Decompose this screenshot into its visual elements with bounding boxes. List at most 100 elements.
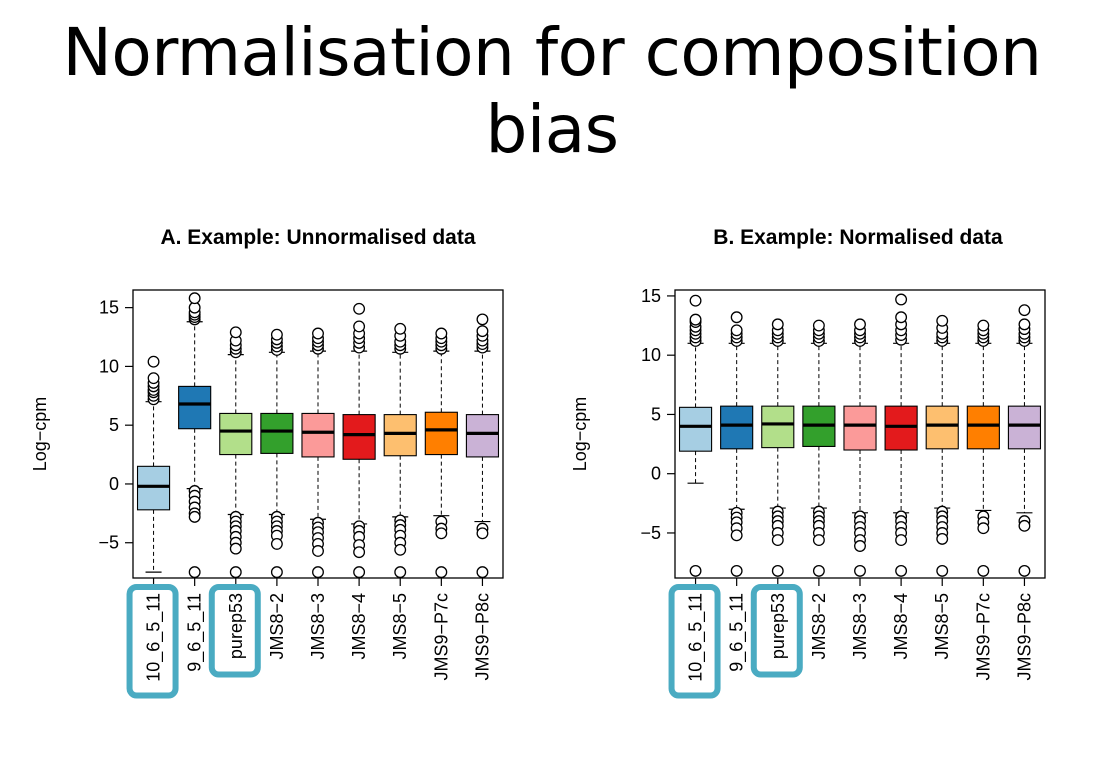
outlier-point [1018, 318, 1031, 331]
outlier-point [854, 564, 866, 577]
outlier-point [771, 534, 784, 547]
x-tick-label: JMS9−P8c [472, 593, 492, 681]
box-6 [342, 302, 376, 579]
box-8 [966, 319, 1000, 577]
x-tick-label: JMS8−5 [390, 593, 410, 660]
outlier-point [730, 324, 743, 337]
box-iqr [178, 385, 212, 430]
box-iqr [219, 412, 253, 456]
x-tick-label: JMS9−P7c [973, 593, 993, 681]
x-tick-label: JMS9−P7c [431, 593, 451, 681]
outlier-point [229, 542, 242, 555]
outlier-point [730, 564, 743, 577]
box-7 [925, 314, 959, 577]
outlier-point [1018, 304, 1031, 317]
chart-title: B. Example: Normalised data [713, 226, 1003, 249]
outlier-point [394, 543, 407, 556]
slide-title: Normalisation for composition bias [62, 14, 1042, 168]
box-iqr [966, 405, 1000, 450]
box-5 [301, 327, 335, 579]
highlight-box [750, 584, 803, 678]
outlier-point [854, 540, 866, 552]
outlier-point [977, 319, 990, 332]
x-tick-label: 10_6_5_11 [144, 593, 165, 682]
outlier-point [476, 527, 489, 540]
outlier-point [689, 313, 702, 326]
box-6 [884, 293, 918, 577]
y-tick-label: −5 [640, 523, 661, 543]
outlier-point [188, 566, 201, 579]
x-tick-label: purep53 [226, 593, 246, 659]
outlier-point [895, 534, 908, 547]
box-2 [178, 292, 212, 579]
outlier-point [895, 311, 908, 324]
box-iqr [342, 414, 376, 460]
outlier-point [394, 322, 407, 335]
outlier-point [476, 566, 489, 579]
box-iqr [1007, 405, 1042, 450]
box-iqr [136, 465, 171, 511]
outlier-point [936, 564, 949, 577]
box-9 [1007, 304, 1042, 577]
outlier-point [312, 545, 324, 557]
outlier-point [270, 328, 283, 341]
outlier-point [394, 566, 407, 579]
x-tick-label: 10_6_5_11 [686, 593, 707, 682]
outlier-point [435, 327, 448, 340]
outlier-point [812, 534, 825, 547]
outlier-point [312, 327, 324, 340]
y-tick-label: 15 [99, 298, 119, 318]
chart-title: A. Example: Unnormalised data [160, 226, 475, 249]
x-tick-label: JMS8−5 [932, 593, 952, 660]
box-iqr [383, 414, 417, 457]
box-8 [424, 327, 458, 579]
outlier-point [476, 313, 489, 326]
outlier-point [188, 292, 201, 305]
box-7 [383, 322, 417, 579]
box-9 [465, 313, 500, 579]
x-tick-label: 9_6_5_11 [727, 593, 748, 672]
box-2 [720, 311, 754, 577]
outlier-point [936, 314, 949, 327]
outlier-point [689, 294, 702, 307]
outlier-point [270, 537, 283, 550]
y-tick-label: 5 [651, 404, 661, 424]
box-4 [260, 328, 294, 579]
outlier-point [895, 564, 908, 577]
outlier-point [771, 318, 784, 331]
outlier-point [689, 564, 702, 577]
outlier-point [188, 510, 201, 523]
outlier-point [229, 566, 242, 579]
box-iqr [301, 412, 335, 458]
outlier-point [270, 566, 283, 579]
outlier-point [895, 293, 908, 306]
outlier-point [353, 566, 366, 579]
x-tick-label: JMS8−4 [349, 593, 369, 660]
box-4 [802, 319, 836, 577]
x-tick-label: JMS8−2 [809, 593, 829, 660]
box-iqr [260, 412, 294, 454]
outlier-point [1018, 519, 1031, 532]
outlier-point [730, 311, 743, 324]
y-tick-label: 15 [641, 286, 661, 306]
x-tick-label: JMS8−4 [891, 593, 911, 660]
x-tick-label: purep53 [768, 593, 788, 659]
highlight-box [668, 584, 721, 699]
box-iqr [884, 405, 918, 451]
y-tick-label: −5 [98, 533, 119, 553]
box-1 [678, 294, 713, 577]
y-tick-label: 5 [109, 415, 119, 435]
y-tick-label: 0 [109, 474, 119, 494]
highlight-box [126, 584, 179, 699]
outlier-point [312, 566, 324, 579]
x-tick-label: JMS9−P8c [1014, 593, 1034, 681]
outlier-point [936, 532, 949, 545]
x-tick-label: 9_6_5_11 [185, 593, 206, 672]
outlier-point [977, 522, 990, 535]
y-tick-label: 0 [651, 464, 661, 484]
outlier-point [353, 302, 366, 315]
outlier-point [353, 546, 366, 559]
box-iqr [761, 405, 795, 449]
outlier-point [476, 325, 489, 338]
